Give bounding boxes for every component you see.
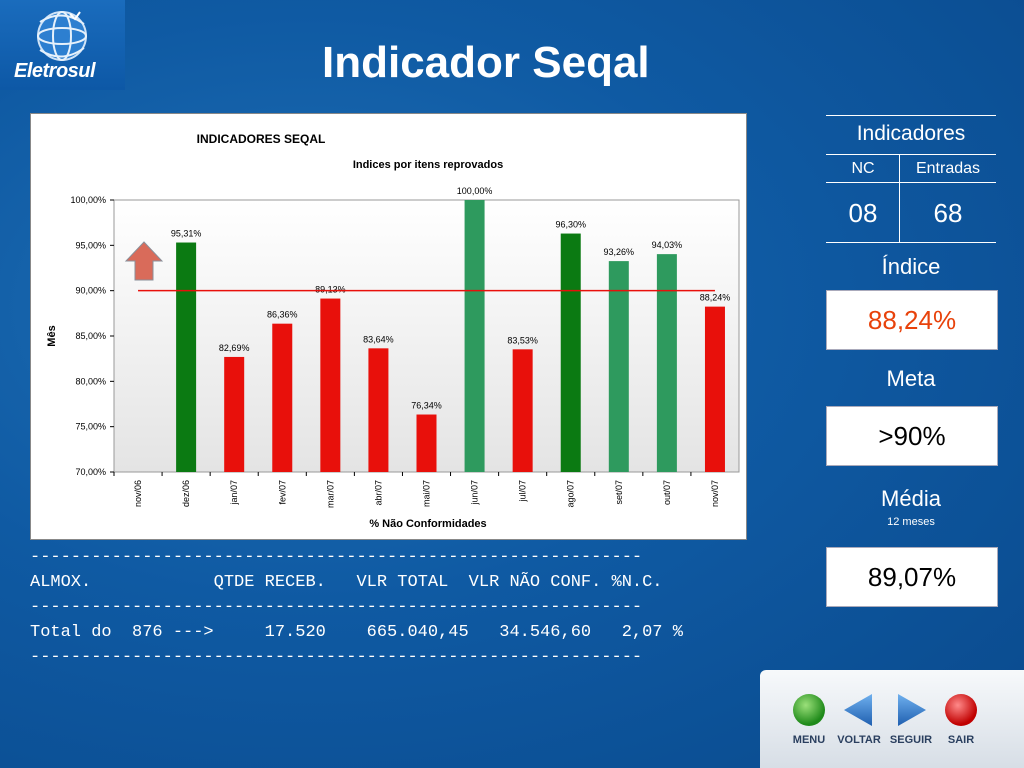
- seguir-button[interactable]: SEGUIR: [886, 690, 936, 760]
- summary-table: ----------------------------------------…: [30, 545, 683, 670]
- table-header-row: ALMOX. QTDE RECEB. VLR TOTAL VLR NÃO CON…: [30, 573, 663, 592]
- data-label: 86,36%: [267, 310, 298, 320]
- entradas-value: 68: [933, 198, 963, 228]
- data-label: 95,31%: [171, 229, 202, 239]
- data-label: 83,53%: [507, 335, 538, 345]
- bar: [320, 298, 341, 472]
- chart-title: INDICADORES SEQAL: [197, 132, 326, 146]
- data-label: 88,24%: [700, 293, 731, 303]
- voltar-button[interactable]: VOLTAR: [834, 690, 884, 760]
- indice-box: 88,24%: [826, 290, 998, 350]
- x-tick-label: fev/07: [277, 480, 287, 505]
- y-axis-label: Mês: [46, 325, 58, 346]
- data-label: 93,26%: [604, 247, 635, 257]
- bar: [560, 233, 581, 472]
- logo-text: Eletrosul: [14, 60, 96, 82]
- media-label: Média: [881, 486, 941, 511]
- meta-value: >90%: [878, 420, 946, 451]
- table-rule: ----------------------------------------…: [30, 548, 643, 567]
- indice-value: 88,24%: [867, 304, 957, 335]
- data-label: 83,64%: [363, 334, 394, 344]
- red-circle-icon: [945, 694, 977, 726]
- data-label: 89,13%: [315, 285, 346, 295]
- data-label: 100,00%: [457, 186, 493, 196]
- bar: [368, 348, 389, 472]
- sair-label: SAIR: [947, 734, 975, 746]
- y-tick-label: 70,00%: [75, 467, 106, 477]
- nc-value: 08: [848, 198, 878, 228]
- x-tick-label: abr/07: [373, 480, 383, 506]
- x-tick-label: mai/07: [422, 480, 432, 507]
- x-tick-label: jul/07: [518, 480, 528, 503]
- divider: [899, 154, 900, 242]
- triangle-right-icon: [898, 694, 926, 726]
- y-tick-label: 95,00%: [75, 240, 106, 250]
- x-tick-label: ago/07: [566, 480, 576, 508]
- media-value: 89,07%: [867, 561, 957, 592]
- plot-area: [113, 199, 740, 473]
- menu-button[interactable]: MENU: [784, 690, 834, 760]
- divider: [826, 182, 996, 183]
- sair-button[interactable]: SAIR: [936, 690, 986, 760]
- bar: [416, 414, 437, 472]
- bar: [224, 356, 245, 472]
- nav-panel: MENU VOLTAR SEGUIR SAIR: [760, 670, 1024, 768]
- y-tick-label: 90,00%: [75, 286, 106, 296]
- menu-label: MENU: [792, 734, 826, 746]
- y-tick-label: 85,00%: [75, 331, 106, 341]
- y-tick-label: 80,00%: [75, 376, 106, 386]
- table-rule: ----------------------------------------…: [30, 598, 643, 617]
- media-box: 89,07%: [826, 547, 998, 607]
- y-tick-label: 75,00%: [75, 422, 106, 432]
- triangle-left-icon: [844, 694, 872, 726]
- eletrosul-globe-icon: [37, 11, 87, 61]
- divider: [826, 115, 996, 116]
- table-rule: ----------------------------------------…: [30, 648, 643, 667]
- x-tick-label: out/07: [662, 480, 672, 505]
- chart-panel: INDICADORES SEQAL Indices por itens repro…: [30, 113, 747, 540]
- nc-label: NC: [851, 160, 875, 177]
- bar-chart: INDICADORES SEQAL Indices por itens repro…: [46, 132, 740, 530]
- bar: [512, 349, 533, 472]
- logo: Eletrosul: [0, 0, 125, 90]
- x-tick-label: jan/07: [229, 480, 239, 506]
- data-label: 96,30%: [555, 220, 586, 230]
- voltar-label: VOLTAR: [837, 734, 881, 746]
- x-axis-label: % Não Conformidades: [369, 518, 486, 530]
- indicadores-label: Indicadores: [856, 122, 966, 145]
- table-total-row: Total do 876 ---> 17.520 665.040,45 34.5…: [30, 623, 683, 642]
- meta-box: >90%: [826, 406, 998, 466]
- meta-label: Meta: [886, 366, 936, 391]
- page-title: Indicador Seqal: [322, 38, 650, 87]
- divider: [826, 242, 996, 243]
- divider: [826, 154, 996, 155]
- bar: [272, 323, 293, 472]
- bar: [608, 261, 629, 472]
- bar: [176, 242, 197, 472]
- x-tick-label: set/07: [614, 480, 624, 505]
- entradas-label: Entradas: [915, 160, 981, 177]
- green-circle-icon: [793, 694, 825, 726]
- data-label: 76,34%: [411, 401, 442, 411]
- seguir-label: SEGUIR: [889, 734, 933, 746]
- bar: [656, 254, 677, 472]
- x-tick-label: nov/07: [710, 480, 720, 507]
- x-tick-label: dez/06: [181, 480, 191, 507]
- indice-label: Índice: [881, 254, 941, 279]
- y-tick-label: 100,00%: [70, 195, 106, 205]
- media-sub-label: 12 meses: [887, 516, 935, 528]
- bar: [704, 306, 725, 472]
- data-label: 94,03%: [652, 240, 683, 250]
- data-label: 82,69%: [219, 343, 250, 353]
- chart-subtitle: Indices por itens reprovados: [353, 159, 503, 171]
- bar: [464, 200, 485, 472]
- x-tick-label: mar/07: [325, 480, 335, 508]
- x-tick-label: nov/06: [133, 480, 143, 507]
- x-tick-label: jun/07: [470, 480, 480, 506]
- up-arrow-icon: [124, 241, 164, 281]
